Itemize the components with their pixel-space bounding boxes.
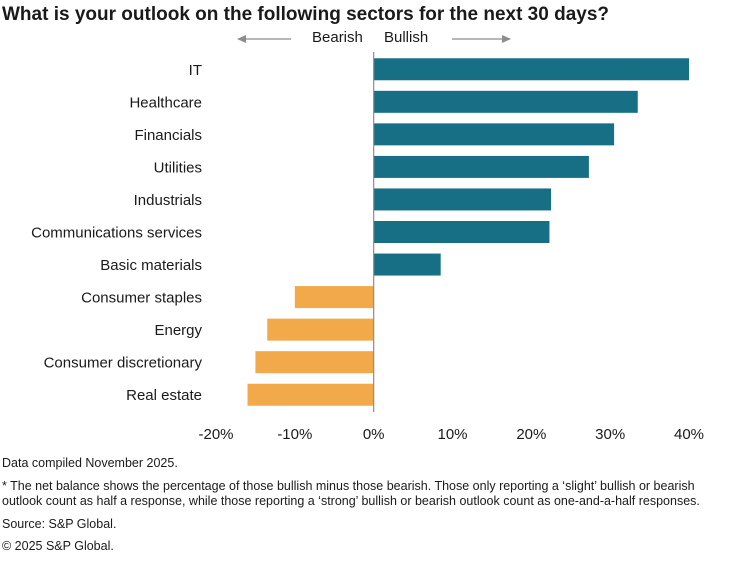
category-label: Basic materials [100,257,202,274]
bar-chart: IT Healthcare Financials Utilities Industria… [31,35,704,443]
x-tick-label: 10% [437,426,467,443]
bar-consumer-discretionary [255,351,374,374]
x-tick-label: 40% [674,426,704,443]
bar-real-estate [247,383,374,406]
category-label: Energy [154,322,202,339]
footnote: * The net balance shows the percentage o… [2,478,700,509]
x-tick-label: 20% [516,426,546,443]
chart-notes: Data compiled November 2025. * The net b… [2,456,736,555]
bar-healthcare [373,90,638,113]
category-label: Real estate [126,387,202,404]
source-note: Source: S&P Global. [2,516,117,531]
bar-industrials [373,188,552,211]
chart-title: What is your outlook on the following se… [2,4,610,25]
bar-it [373,58,689,81]
bar-consumer-staples [294,286,374,309]
bearish-label: Bearish [312,29,363,46]
x-tick-label: -10% [277,426,312,443]
bearish-arrow-icon [237,35,291,43]
x-tick-label: 30% [595,426,625,443]
category-label: Industrials [134,192,202,209]
category-label: Financials [134,127,202,144]
bar-communications-services [373,221,550,243]
category-label: Utilities [154,159,202,176]
category-label: Consumer staples [81,290,202,307]
bar-financials [373,123,615,146]
category-label: Consumer discretionary [44,355,203,372]
bar-energy [267,318,374,341]
bar-basic-materials [373,253,441,276]
category-label: Healthcare [129,94,202,111]
bullish-label: Bullish [384,29,429,46]
x-tick-label: -20% [198,426,233,443]
data-compiled-note: Data compiled November 2025. [2,456,178,470]
category-label: Communications services [31,225,202,242]
bullish-arrow-icon [452,35,511,43]
copyright-note: © 2025 S&P Global. [2,539,114,553]
bar-utilities [373,155,589,178]
category-label: IT [189,62,202,79]
x-tick-label: 0% [363,426,385,443]
